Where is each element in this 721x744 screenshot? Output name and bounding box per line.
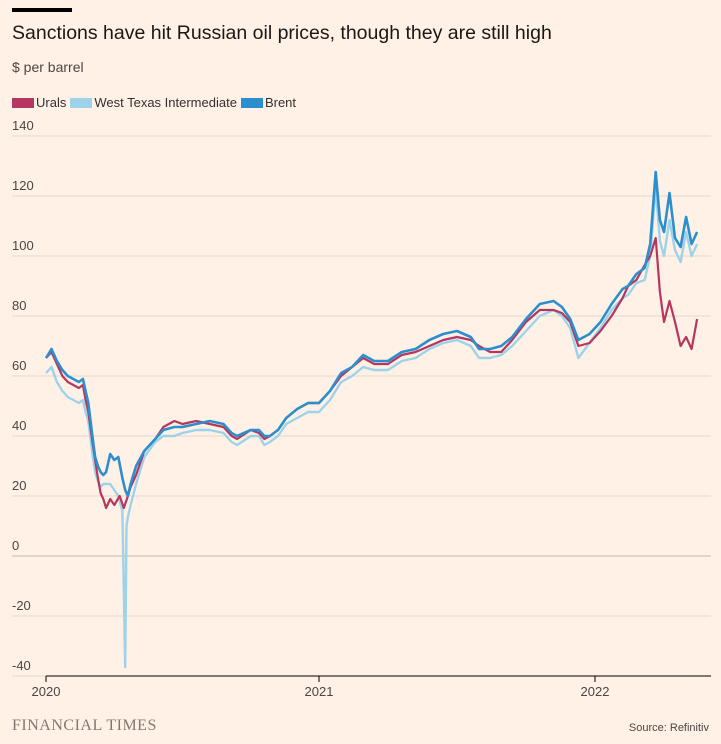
y-tick-label: 20 — [12, 478, 26, 493]
legend-item-wti: West Texas Intermediate — [70, 95, 237, 110]
x-tick-label: 2021 — [305, 684, 334, 699]
y-tick-label: -20 — [12, 598, 31, 613]
publisher-logo: FINANCIAL TIMES — [12, 717, 157, 734]
y-tick-label: 80 — [12, 298, 26, 313]
x-tick-label: 2020 — [32, 684, 61, 699]
legend-item-urals: Urals — [12, 95, 66, 110]
legend-item-brent: Brent — [240, 95, 297, 110]
y-tick-label: 120 — [12, 178, 34, 193]
legend-label-wti: West Texas Intermediate — [94, 95, 237, 110]
legend-label-urals: Urals — [36, 95, 67, 110]
legend: Urals West Texas Intermediate Brent — [12, 95, 300, 110]
series-line-urals — [45, 236, 699, 510]
y-tick-label: 40 — [12, 418, 26, 433]
header-bar — [12, 8, 72, 12]
y-tick-label: 140 — [12, 118, 34, 133]
y-tick-label: 100 — [12, 238, 34, 253]
legend-swatch-brent — [240, 97, 263, 108]
chart-title: Sanctions have hit Russian oil prices, t… — [12, 22, 552, 44]
chart-subtitle: $ per barrel — [12, 59, 84, 75]
series-line-brent — [44, 170, 699, 498]
x-tick-label: 2022 — [581, 684, 610, 699]
legend-swatch-wti — [70, 97, 93, 108]
legend-swatch-urals — [12, 97, 34, 108]
series-line-west-texas-intermediate — [45, 185, 699, 669]
y-tick-label: 60 — [12, 358, 26, 373]
y-tick-label: 0 — [12, 538, 19, 553]
source-note: Source: Refinitiv — [628, 722, 709, 734]
y-tick-label: -40 — [12, 658, 31, 673]
legend-label-brent: Brent — [264, 95, 297, 110]
